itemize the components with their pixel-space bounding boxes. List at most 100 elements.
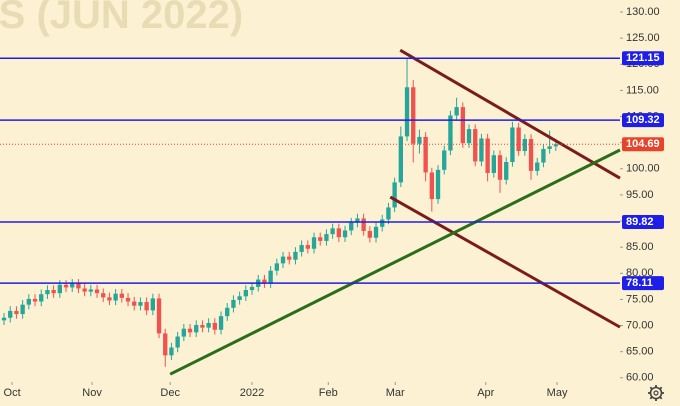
candle-body	[411, 87, 416, 144]
y-tick-label: 65.00	[626, 346, 654, 358]
x-tick-label: Oct	[4, 387, 21, 399]
candle-body	[82, 288, 87, 292]
candle-body	[1, 317, 7, 321]
candle-body	[150, 298, 155, 311]
candle-body	[249, 286, 255, 291]
candle-body	[547, 146, 552, 149]
level-label-box	[622, 51, 664, 66]
candle-body	[535, 162, 540, 171]
candle-body	[175, 336, 180, 348]
candle-body	[20, 304, 25, 315]
level-label-box	[622, 276, 664, 291]
level-label: 109.32	[626, 114, 660, 126]
y-tick-label: 75.00	[626, 293, 654, 305]
candle-body	[479, 138, 484, 162]
y-tick-label: 125.00	[626, 32, 660, 44]
candle-body	[70, 283, 75, 288]
x-tick-label: Apr	[477, 387, 494, 399]
candle-body	[51, 290, 56, 294]
candle-body	[88, 289, 93, 292]
candle-body	[541, 148, 546, 163]
y-tick-label: 100.00	[626, 163, 660, 175]
settings-icon[interactable]	[648, 385, 664, 401]
trend-line	[399, 48, 621, 180]
candle-body	[187, 328, 193, 333]
candle-body	[355, 218, 360, 223]
x-tick-label: Nov	[82, 387, 102, 399]
candle-body	[510, 127, 515, 162]
trend-line	[169, 148, 621, 376]
candle-body	[349, 222, 354, 231]
plot-area	[1, 58, 558, 367]
candle-body	[293, 251, 298, 260]
x-tick-label: Mar	[386, 387, 405, 399]
candle-body	[429, 172, 434, 200]
candle-body	[107, 297, 112, 301]
x-tick-label: 2022	[240, 387, 264, 399]
candle-body	[169, 347, 174, 356]
candle-body	[14, 310, 19, 315]
candle-body	[324, 234, 329, 241]
candle-body	[466, 129, 472, 144]
candle-body	[373, 226, 379, 238]
candle-body	[280, 256, 286, 264]
candle-body	[342, 230, 348, 238]
candle-body	[57, 284, 62, 294]
candle-body	[485, 138, 490, 173]
last-price-label: 104.69	[626, 138, 660, 150]
candle-body	[194, 325, 199, 333]
candle-body	[26, 298, 31, 305]
y-tick-label: 70.00	[626, 319, 654, 331]
level-label: 121.15	[626, 52, 660, 64]
candle-body	[299, 245, 304, 252]
candle-body	[206, 322, 211, 328]
candle-body	[460, 107, 465, 144]
level-label: 78.11	[626, 277, 653, 289]
candle-body	[516, 127, 521, 152]
x-tick-label: May	[547, 387, 568, 399]
trend-line	[389, 195, 621, 329]
candle-body	[287, 256, 292, 260]
last-price-box	[622, 137, 664, 152]
candle-body	[8, 310, 13, 318]
candle-body	[553, 144, 558, 147]
candle-body	[262, 279, 267, 284]
x-tick-label: Dec	[160, 387, 180, 399]
candle-body	[63, 284, 69, 288]
candle-body	[497, 155, 503, 180]
candle-body	[113, 293, 118, 301]
candle-body	[225, 307, 230, 317]
candle-body	[398, 136, 403, 183]
candle-body	[442, 150, 447, 170]
candle-body	[504, 161, 509, 180]
candle-body	[101, 293, 106, 298]
candle-body	[330, 228, 335, 235]
candle-body	[119, 293, 124, 298]
candle-body	[32, 298, 38, 302]
candle-body	[380, 219, 385, 227]
candle-body	[522, 139, 527, 152]
x-tick-label: Feb	[319, 387, 338, 399]
candle-body	[218, 316, 224, 330]
candle-body	[435, 169, 441, 200]
candle-body	[404, 87, 410, 137]
candle-body	[454, 107, 459, 116]
y-tick-label: 85.00	[626, 241, 654, 253]
candle-body	[274, 263, 279, 271]
candle-body	[528, 139, 534, 171]
candle-body	[156, 298, 162, 334]
candle-body	[163, 333, 168, 356]
candle-body	[361, 218, 366, 231]
candle-body	[311, 237, 317, 249]
candle-body	[491, 155, 496, 173]
candle-body	[212, 322, 217, 330]
candle-body	[144, 302, 149, 311]
candle-body	[132, 301, 137, 306]
candle-body	[392, 182, 397, 208]
candle-body	[45, 290, 50, 295]
watermark: ES (JUN 2022)	[0, 0, 243, 37]
candle-body	[386, 207, 391, 220]
y-tick-label: 60.00	[626, 372, 654, 384]
candle-body	[367, 230, 372, 238]
